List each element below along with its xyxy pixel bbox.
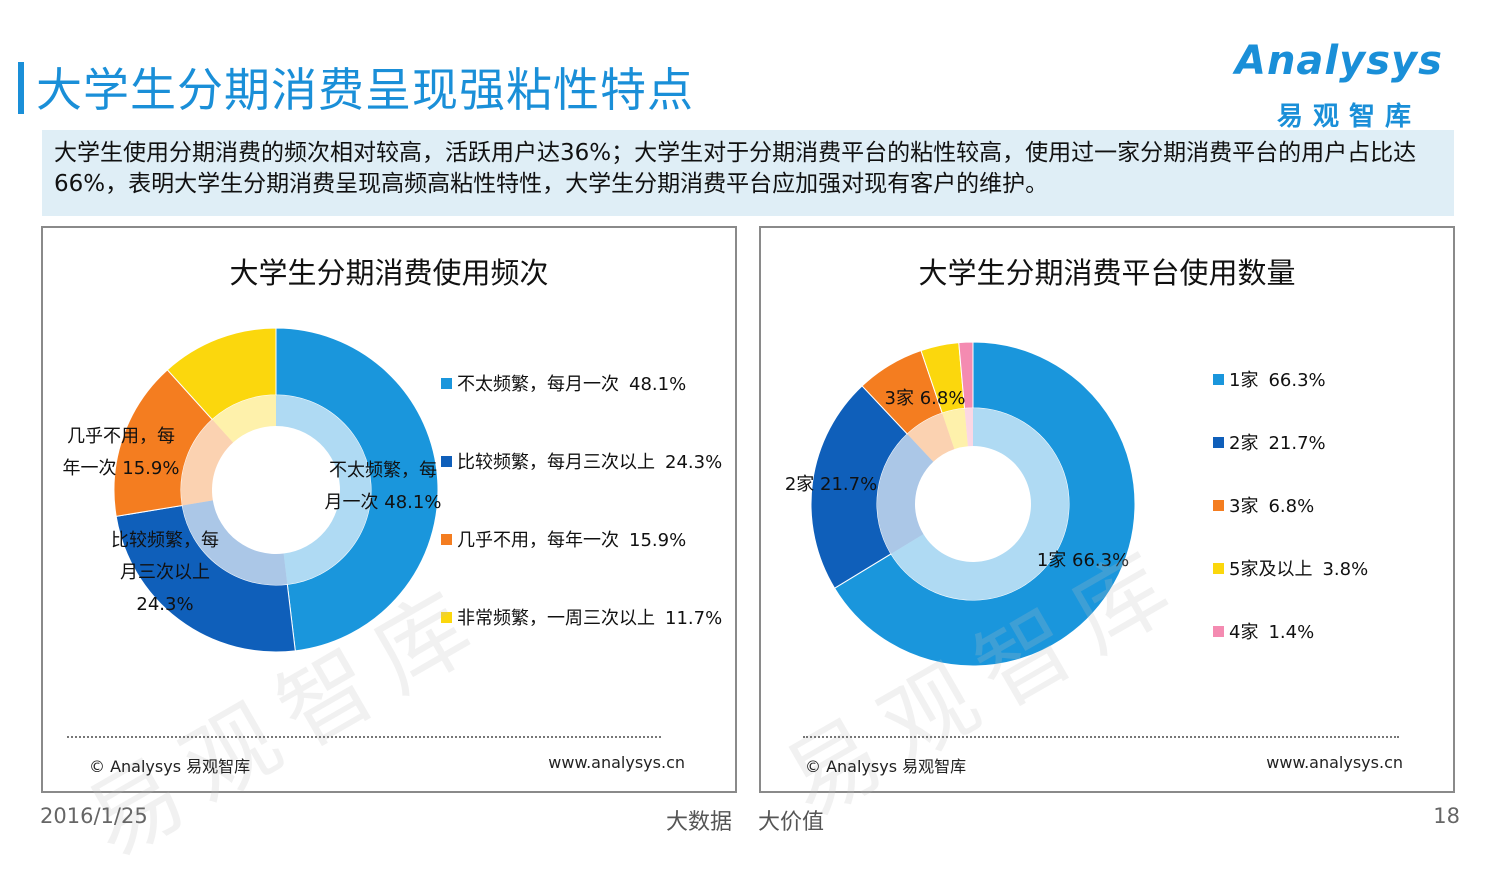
platform-count-chart-panel: 大学生分期消费平台使用数量 1家 66.3% 2家 21.7% 3家 6.8% 1家…	[759, 226, 1455, 838]
footer-divider	[803, 736, 1399, 738]
slice-label-1: 不太频繁，每月一次 48.1%	[325, 460, 442, 513]
slice-label-3: 3家 6.8%	[885, 388, 966, 409]
legend-swatch	[1213, 374, 1224, 385]
legend-label: 不太频繁，每月一次	[457, 374, 619, 395]
donut-slice-1	[275, 327, 439, 652]
frequency-donut-chart: 不太频繁，每月一次 48.1% 比较频繁，每月三次以上 24.3% 几乎不用，每年一次…	[63, 327, 442, 653]
legend-label: 3家	[1229, 496, 1259, 517]
legend-label: 2家	[1229, 433, 1259, 454]
donut-slice-inner-5	[964, 408, 973, 447]
legend-value: 3.8%	[1322, 559, 1369, 580]
legend-label: 非常频繁，一周三次以上	[457, 608, 655, 629]
legend-swatch	[441, 456, 452, 467]
chart-title: 大学生分期消费使用频次	[229, 256, 549, 290]
donut-slice-inner-4	[212, 395, 276, 443]
donut-slice-inner-4	[942, 408, 968, 450]
title-accent-bar	[18, 62, 24, 114]
footer-url: www.analysys.cn	[1266, 753, 1403, 772]
footer-source: © Analysys 易观智库	[805, 757, 967, 776]
logo-wordmark: Analysys	[1235, 38, 1443, 84]
footer-source: © Analysys 易观智库	[89, 757, 251, 776]
donut-slice-5	[958, 341, 974, 409]
logo-chinese: 易观智库	[1277, 102, 1422, 132]
legend-item: 比较频繁，每月三次以上 24.3%	[441, 448, 722, 474]
donut-slice-inner-2	[182, 500, 288, 585]
analysys-logo: Analysys 易观智库	[1235, 38, 1460, 133]
slice-label-2: 比较频繁，每月三次以上 24.3%	[111, 530, 219, 615]
legend-label: 1家	[1229, 370, 1259, 391]
legend-swatch	[1213, 437, 1224, 448]
legend-swatch	[1213, 563, 1224, 574]
legend-value: 1.4%	[1268, 622, 1315, 643]
legend-label: 4家	[1229, 622, 1259, 643]
slogan: 大数据 大价值	[666, 804, 850, 836]
legend-swatch	[441, 534, 452, 545]
legend-value: 24.3%	[665, 452, 723, 473]
page-number: 18	[1433, 804, 1460, 828]
legend-value: 15.9%	[629, 530, 687, 551]
legend-value: 66.3%	[1268, 370, 1326, 391]
page-title: 大学生分期消费呈现强粘性特点	[36, 63, 694, 117]
legend-label: 比较频繁，每月三次以上	[457, 452, 655, 473]
donut-slice-inner-3	[181, 419, 234, 506]
donut-slice-inner-1	[890, 408, 1069, 600]
legend-label: 几乎不用，每年一次	[457, 530, 619, 551]
platform-count-donut-chart: 1家 66.3% 2家 21.7% 3家 6.8%	[785, 341, 1136, 667]
donut-slice-1	[833, 341, 1136, 667]
legend-value: 6.8%	[1268, 496, 1315, 517]
legend-item: 5家及以上 3.8%	[1213, 555, 1368, 581]
frequency-chart-panel: 大学生分期消费使用频次 不太频繁，每月一次 48.1% 比较频繁，每月三次以上 24…	[41, 226, 737, 878]
legend-swatch	[441, 612, 452, 623]
legend-item: 2家 21.7%	[1213, 429, 1326, 455]
donut-slice-inner-2	[877, 434, 934, 554]
legend-item: 不太频繁，每月一次 48.1%	[441, 370, 686, 396]
legend-item: 4家 1.4%	[1213, 618, 1314, 644]
slogan-part-1: 大数据	[666, 810, 733, 835]
legend-value: 11.7%	[665, 608, 723, 629]
legend-item: 3家 6.8%	[1213, 492, 1314, 518]
legend-value: 48.1%	[629, 374, 687, 395]
summary-box: 大学生使用分期消费的频次相对较高，活跃用户达36%；大学生对于分期消费平台的粘性…	[42, 130, 1454, 216]
legend-swatch	[1213, 500, 1224, 511]
donut-slice-2	[115, 504, 296, 653]
legend-item: 1家 66.3%	[1213, 366, 1326, 392]
legend-swatch	[1213, 626, 1224, 637]
slice-label-1: 1家 66.3%	[1037, 550, 1129, 571]
donut-slice-4	[166, 327, 277, 421]
donut-slice-inner-3	[907, 413, 955, 462]
legend-item: 几乎不用，每年一次 15.9%	[441, 526, 686, 552]
slice-label-2: 2家 21.7%	[785, 474, 877, 495]
footer-url: www.analysys.cn	[548, 753, 685, 772]
legend-label: 5家及以上	[1229, 559, 1313, 580]
summary-text: 大学生使用分期消费的频次相对较高，活跃用户达36%；大学生对于分期消费平台的粘性…	[54, 140, 1417, 197]
footer-divider	[67, 736, 661, 738]
legend-value: 21.7%	[1268, 433, 1326, 454]
chart-title: 大学生分期消费平台使用数量	[918, 256, 1296, 290]
legend-swatch	[441, 378, 452, 389]
report-date: 2016/1/25	[40, 804, 148, 828]
donut-slice-inner-1	[276, 395, 372, 585]
slogan-part-2: 大价值	[758, 810, 825, 835]
slice-label-3: 几乎不用，每年一次 15.9%	[63, 426, 180, 479]
legend-item: 非常频繁，一周三次以上 11.7%	[441, 604, 722, 630]
